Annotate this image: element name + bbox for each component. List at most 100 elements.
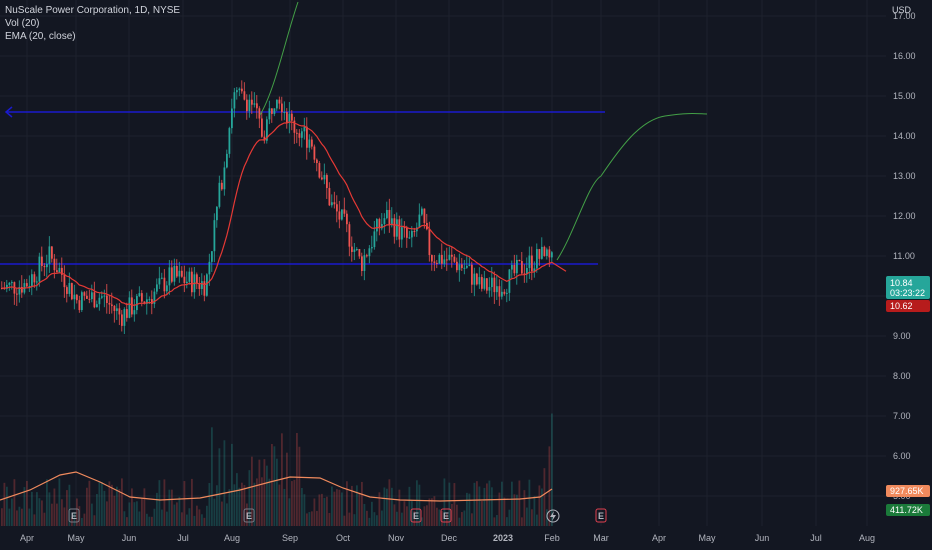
volume-bar: [416, 480, 418, 526]
candle-body: [6, 284, 8, 289]
time-tick-label: Apr: [652, 533, 666, 543]
candle-body: [148, 299, 151, 301]
volume-bar: [456, 504, 458, 526]
volume-bar: [496, 515, 498, 526]
volume-bar: [526, 507, 528, 526]
time-tick-label: Jun: [755, 533, 770, 543]
plot-area[interactable]: [0, 0, 886, 526]
candle-body: [516, 259, 518, 274]
volume-bar: [298, 446, 301, 526]
time-axis[interactable]: Apr May Jun Jul Aug Sep Oct Nov Dec 2023 Feb Mar Apr…: [0, 526, 932, 550]
volume-bar: [551, 413, 553, 526]
volume-bar: [36, 492, 38, 526]
candle-body: [41, 256, 43, 266]
earnings-event-marker[interactable]: E: [410, 508, 422, 523]
candle-body: [136, 296, 138, 311]
lightning-event-marker[interactable]: [546, 509, 560, 523]
candle-body: [436, 262, 438, 264]
volume-bar: [46, 479, 48, 526]
volume-bar: [296, 433, 298, 526]
countdown-tag: 03:23:22: [890, 288, 925, 298]
price-tick-label: 17.00: [893, 11, 916, 21]
volume-bar: [321, 493, 323, 526]
volume-indicator-label[interactable]: Vol (20): [5, 18, 40, 29]
candle-body: [376, 219, 378, 232]
volume-bar: [216, 485, 218, 526]
candle-body: [21, 286, 23, 293]
candle-body: [26, 283, 28, 287]
time-tick-label: Sep: [282, 533, 298, 543]
symbol-title[interactable]: NuScale Power Corporation, 1D, NYSE: [5, 5, 181, 16]
candle-body: [151, 299, 153, 304]
volume-bar: [241, 482, 243, 526]
candle-body: [243, 91, 246, 100]
candle-body: [268, 108, 271, 120]
volume-bar: [196, 505, 198, 526]
volume-bar: [516, 494, 518, 526]
horizontal-lines: [0, 106, 605, 265]
candle-body: [508, 269, 511, 293]
ema-indicator-label[interactable]: EMA (20, close): [5, 31, 76, 42]
candle-body: [506, 292, 508, 294]
candle-body: [391, 218, 393, 226]
candle-body: [171, 267, 173, 282]
volume-bar: [248, 470, 251, 526]
candle-body: [196, 274, 198, 284]
volume-ma-tag: 927.65K: [890, 486, 924, 496]
price-tick-label: 7.00: [893, 411, 911, 421]
volume-bar: [93, 515, 96, 526]
price-axis[interactable]: USD 17.00 16.00 15.00 14.00 13.00 12.00 11.00 1…: [886, 0, 932, 550]
volume-bar: [8, 508, 11, 526]
candle-body: [248, 99, 251, 112]
volume-bar: [366, 510, 368, 526]
candle-body: [533, 268, 536, 272]
volume-bar: [263, 459, 266, 526]
earnings-event-marker[interactable]: E: [440, 508, 452, 523]
volume-bar: [31, 491, 33, 526]
volume-bar: [361, 481, 363, 526]
volume-bar: [291, 481, 293, 526]
earnings-event-marker[interactable]: E: [68, 508, 80, 523]
candle-body: [383, 218, 386, 225]
candle-body: [318, 163, 321, 178]
volume-bar: [176, 502, 178, 526]
candle-body: [11, 282, 13, 284]
volume-bar: [38, 498, 41, 526]
candle-body: [546, 249, 548, 256]
grid: [0, 0, 886, 526]
candle-body: [341, 209, 343, 220]
volume-bar: [138, 511, 141, 526]
volume-bar: [201, 514, 203, 526]
candle-body: [418, 214, 421, 228]
volume-bar: [328, 513, 331, 526]
volume-bar: [396, 511, 398, 526]
volume-bar: [86, 487, 88, 526]
volume-bar: [433, 496, 436, 526]
candle-body: [401, 227, 403, 240]
candle-body: [346, 213, 348, 225]
volume-bar: [513, 494, 516, 526]
candle-body: [431, 255, 433, 262]
earnings-event-marker[interactable]: E: [595, 508, 607, 523]
candle-body: [463, 267, 466, 269]
volume-bar: [353, 514, 356, 526]
candle-body: [121, 314, 123, 326]
volume-bar: [488, 480, 491, 526]
volume-bar: [303, 494, 306, 526]
ema-tag-bg: [886, 300, 930, 312]
candle-body: [298, 133, 301, 138]
candle-body: [233, 92, 236, 109]
candle-body: [58, 267, 61, 273]
candle-body: [301, 131, 303, 138]
earnings-event-marker[interactable]: E: [243, 508, 255, 523]
volume-bar: [368, 517, 371, 526]
volume-bar: [58, 478, 61, 526]
candle-body: [303, 126, 306, 132]
volume-bar: [418, 484, 421, 526]
candle-body: [528, 255, 531, 268]
volume-bar: [193, 515, 196, 526]
volume-bar: [453, 483, 456, 526]
